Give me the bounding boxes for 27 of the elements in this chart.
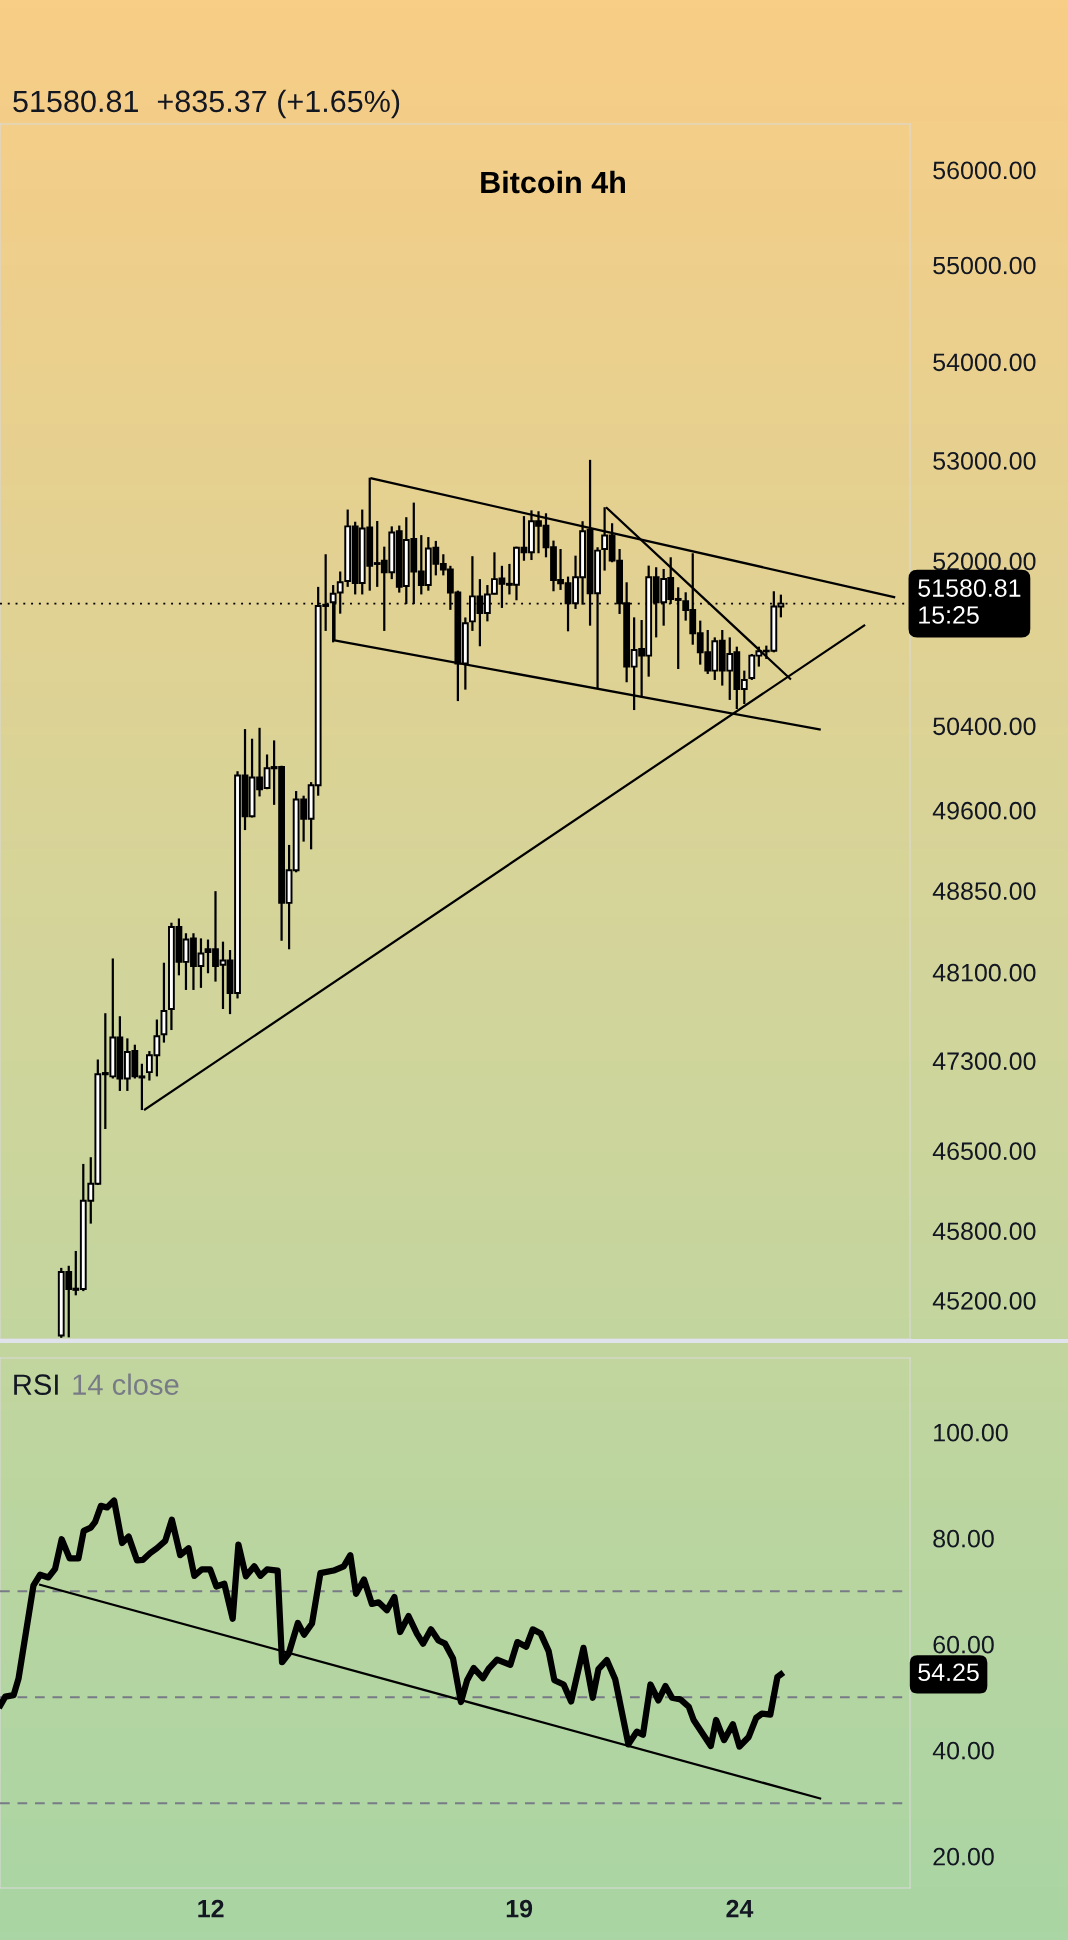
y-tick-label: 45800.00 <box>932 1222 1036 1241</box>
chart-subtitle: 51580.81 +835.37 (+1.65%) <box>13 89 400 119</box>
text: Bitcoin 4h <box>481 170 625 194</box>
chart-title: RSI <box>14 1374 58 1395</box>
y-tick-label: 20.00 <box>933 1847 994 1866</box>
y-tick-label: 53000.00 <box>933 452 1036 470</box>
y-tick-label: 80.00 <box>933 1529 994 1548</box>
y-tick-label: 50400.00 <box>933 717 1036 736</box>
y-tick-label: 100.00 <box>934 1423 1008 1442</box>
y-tick-label: 52000.00 <box>933 552 1036 571</box>
x-tick-label: 19 <box>506 1899 533 1918</box>
y-tick-label: 55000.00 <box>933 256 1036 275</box>
x-tick-label: 24 <box>726 1899 754 1918</box>
y-tick-label: 47300.00 <box>932 1052 1036 1071</box>
chart-subtitle: 14 close <box>73 1373 179 1395</box>
x-tick-label: 12 <box>198 1899 224 1918</box>
text: 54.25 <box>918 1663 979 1682</box>
y-tick-label: 48850.00 <box>932 882 1036 900</box>
y-tick-label: 60.00 <box>933 1635 994 1654</box>
y-tick-label: 46500.00 <box>932 1142 1036 1161</box>
ref-line-label: 51580.81 15:25 <box>918 579 1021 624</box>
y-tick-label: 48100.00 <box>932 963 1036 982</box>
y-tick-label: 56000.00 <box>933 161 1036 180</box>
y-tick-label: 54000.00 <box>933 353 1036 372</box>
y-tick-label: 40.00 <box>932 1741 994 1760</box>
y-tick-label: 49600.00 <box>932 801 1036 820</box>
y-tick-label: 45200.00 <box>932 1291 1036 1310</box>
